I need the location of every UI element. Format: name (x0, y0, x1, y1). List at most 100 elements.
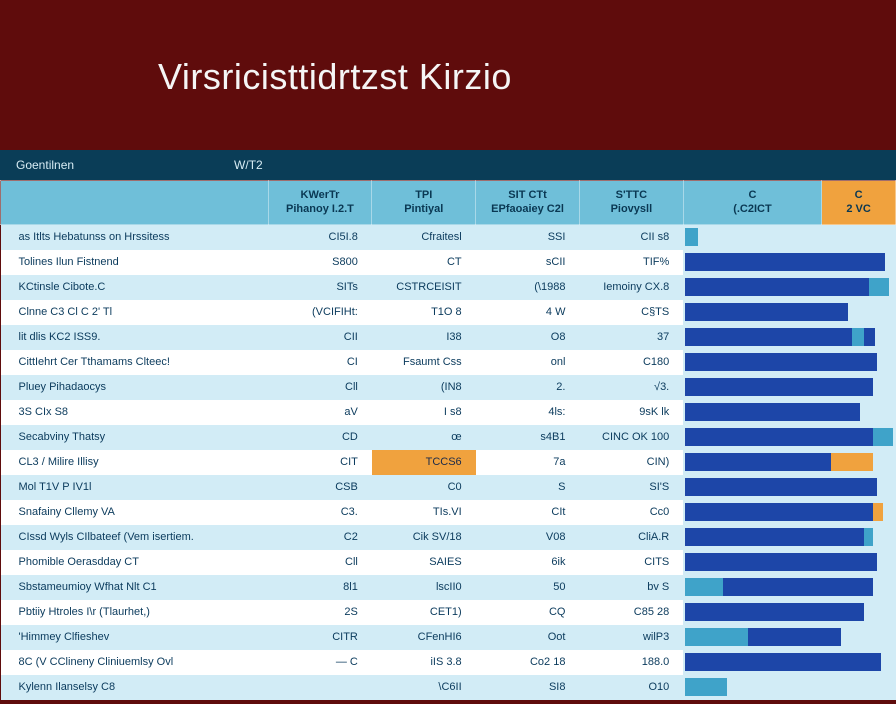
cell-value: CSB (268, 475, 372, 500)
col-header-5[interactable]: C(.C2ICT (683, 181, 821, 225)
bar-cell (683, 525, 895, 550)
bar-cell (683, 625, 895, 650)
bar-cell (683, 425, 895, 450)
cell-value: C§TS (579, 300, 683, 325)
horizontal-bar (685, 678, 893, 696)
cell-value: 7a (476, 450, 580, 475)
bar-segment (685, 453, 831, 471)
data-table-container: Goentilnen W/T2 KWerTrPihanoy I.2.TTPIPi… (0, 150, 896, 700)
bar-segment (685, 528, 864, 546)
bar-cell (683, 575, 895, 600)
cell-value: CI5I.8 (268, 225, 372, 250)
table-row[interactable]: Snafainy Cllemy VAC3.TIs.VICItCc0 (1, 500, 896, 525)
horizontal-bar (685, 478, 893, 496)
bar-segment (685, 278, 868, 296)
cell-value: (VCIFIHt: (268, 300, 372, 325)
cell-value: CIt (476, 500, 580, 525)
table-row[interactable]: KCtinsle Cibote.CSITsCSTRCEISIT(\1988Iem… (1, 275, 896, 300)
cell-value: CD (268, 425, 372, 450)
cell-value: Iemoiny CX.8 (579, 275, 683, 300)
cell-value: CET1) (372, 600, 476, 625)
cell-value: Co2 18 (476, 650, 580, 675)
row-name: Tolines Ilun Fistnend (1, 250, 269, 275)
table-row[interactable]: Tolines Ilun FistnendS800CTsCIITIF% (1, 250, 896, 275)
cell-value: sCII (476, 250, 580, 275)
table-row[interactable]: CIssd Wyls CIlbateef (Vem isertiem.C2Cik… (1, 525, 896, 550)
row-name: Pbtiiy Htroles I\r (Tlaurhet,) (1, 600, 269, 625)
bar-segment (685, 378, 872, 396)
cell-value: CITR (268, 625, 372, 650)
bar-segment (685, 678, 727, 696)
table-row[interactable]: Sbstameumioy Wfhat Nlt C18l1lscII050bv S (1, 575, 896, 600)
cell-value: CIN) (579, 450, 683, 475)
cell-value: Cll (268, 550, 372, 575)
row-name: Phomible Oerasdday CT (1, 550, 269, 575)
bar-segment (685, 403, 860, 421)
cell-value: SITs (268, 275, 372, 300)
table-row[interactable]: Phomible Oerasdday CTCllSAIES6ikCITS (1, 550, 896, 575)
table-row[interactable]: CL3 / Milire IllisyCITTCCS67aCIN) (1, 450, 896, 475)
table-row[interactable]: Clnne C3 Cl C 2' Tl(VCIFIHt:T1O 84 WC§TS (1, 300, 896, 325)
cell-value: 9sK lk (579, 400, 683, 425)
table-row[interactable]: Pbtiiy Htroles I\r (Tlaurhet,)2SCET1)CQC… (1, 600, 896, 625)
cell-value: Cik SV/18 (372, 525, 476, 550)
page-title: Virsricisttidrtzst Kirzio (158, 56, 512, 98)
bar-cell (683, 225, 895, 250)
data-table: KWerTrPihanoy I.2.TTPIPintiyalSIT CTtEPf… (0, 180, 896, 700)
table-row[interactable]: 3S CIx S8aVI s84ls:9sK lk (1, 400, 896, 425)
row-name: CittIehrt Cer Tthamams Clteec! (1, 350, 269, 375)
col-header-4[interactable]: S'TTCPiovysll (579, 181, 683, 225)
cell-value: C0 (372, 475, 476, 500)
cell-value: (IN8 (372, 375, 476, 400)
cell-value: 188.0 (579, 650, 683, 675)
cell-value: CITS (579, 550, 683, 575)
horizontal-bar (685, 353, 893, 371)
table-row[interactable]: Kylenn Ilanselsy C8\C6IISI8O10 (1, 675, 896, 700)
horizontal-bar (685, 453, 893, 471)
horizontal-bar (685, 403, 893, 421)
cell-value: SI8 (476, 675, 580, 700)
row-name: Secabviny Thatsy (1, 425, 269, 450)
horizontal-bar (685, 553, 893, 571)
table-row[interactable]: Pluey PihadaocysCll(IN82.√3. (1, 375, 896, 400)
cell-value: S800 (268, 250, 372, 275)
bar-segment (723, 578, 873, 596)
cell-value: s4B1 (476, 425, 580, 450)
cell-value: 37 (579, 325, 683, 350)
cell-value: S (476, 475, 580, 500)
horizontal-bar (685, 503, 893, 521)
row-name: CL3 / Milire Illisy (1, 450, 269, 475)
col-header-3[interactable]: SIT CTtEPfaoaiey C2l (476, 181, 580, 225)
bar-segment (864, 528, 872, 546)
cell-value: aV (268, 400, 372, 425)
bar-cell (683, 550, 895, 575)
table-row[interactable]: 'Himmey ClfieshevCITRCFenHI6OotwilP3 (1, 625, 896, 650)
cell-value: — C (268, 650, 372, 675)
cell-value: œ (372, 425, 476, 450)
bar-cell (683, 250, 895, 275)
col-header-1[interactable]: KWerTrPihanoy I.2.T (268, 181, 372, 225)
bar-cell (683, 350, 895, 375)
row-name: Clnne C3 Cl C 2' Tl (1, 300, 269, 325)
horizontal-bar (685, 653, 893, 671)
col-header-2[interactable]: TPIPintiyal (372, 181, 476, 225)
table-row[interactable]: 8C (V CClineny Cliniuemlsy Ovl— CiIS 3.8… (1, 650, 896, 675)
table-row[interactable]: as Itlts Hebatunss on HrssitessCI5I.8Cfr… (1, 225, 896, 250)
horizontal-bar (685, 628, 893, 646)
cell-value (268, 675, 372, 700)
col-header-6[interactable]: C2 VC (822, 181, 896, 225)
cell-value: CII s8 (579, 225, 683, 250)
table-row[interactable]: lit dlis KC2 ISS9.CIII38O837 (1, 325, 896, 350)
row-name: CIssd Wyls CIlbateef (Vem isertiem. (1, 525, 269, 550)
horizontal-bar (685, 228, 893, 246)
table-row[interactable]: Mol T1V P IV1lCSBC0SSI'S (1, 475, 896, 500)
filter-label-right: W/T2 (234, 158, 263, 172)
row-name: Mol T1V P IV1l (1, 475, 269, 500)
cell-value: I s8 (372, 400, 476, 425)
col-header-name[interactable] (1, 181, 269, 225)
table-row[interactable]: CittIehrt Cer Tthamams Clteec!CIFsaumt C… (1, 350, 896, 375)
cell-value: 4ls: (476, 400, 580, 425)
table-row[interactable]: Secabviny ThatsyCDœs4B1CINC OK 100 (1, 425, 896, 450)
cell-value: onl (476, 350, 580, 375)
cell-value: 6ik (476, 550, 580, 575)
